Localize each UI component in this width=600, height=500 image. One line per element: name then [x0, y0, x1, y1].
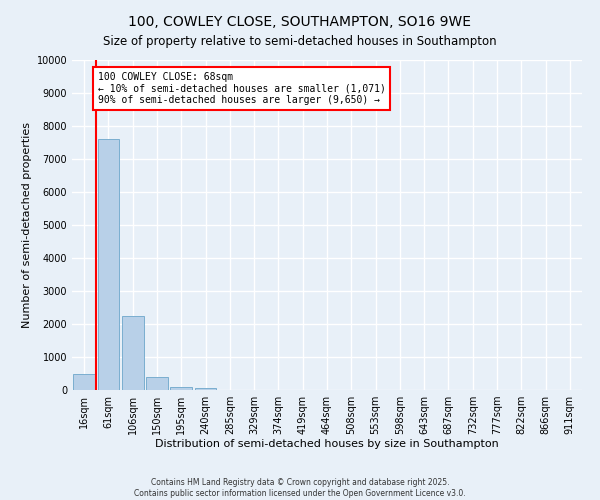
Text: 100 COWLEY CLOSE: 68sqm
← 10% of semi-detached houses are smaller (1,071)
90% of: 100 COWLEY CLOSE: 68sqm ← 10% of semi-de…: [97, 72, 385, 105]
Bar: [122, 316, 143, 390]
X-axis label: Distribution of semi-detached houses by size in Southampton: Distribution of semi-detached houses by …: [155, 438, 499, 448]
Bar: [170, 386, 192, 390]
Text: Contains HM Land Registry data © Crown copyright and database right 2025.
Contai: Contains HM Land Registry data © Crown c…: [134, 478, 466, 498]
Text: 100, COWLEY CLOSE, SOUTHAMPTON, SO16 9WE: 100, COWLEY CLOSE, SOUTHAMPTON, SO16 9WE: [128, 15, 472, 29]
Bar: [97, 139, 119, 390]
Text: Size of property relative to semi-detached houses in Southampton: Size of property relative to semi-detach…: [103, 35, 497, 48]
Bar: [73, 374, 95, 390]
Bar: [146, 377, 168, 390]
Bar: [194, 388, 217, 390]
Y-axis label: Number of semi-detached properties: Number of semi-detached properties: [22, 122, 32, 328]
